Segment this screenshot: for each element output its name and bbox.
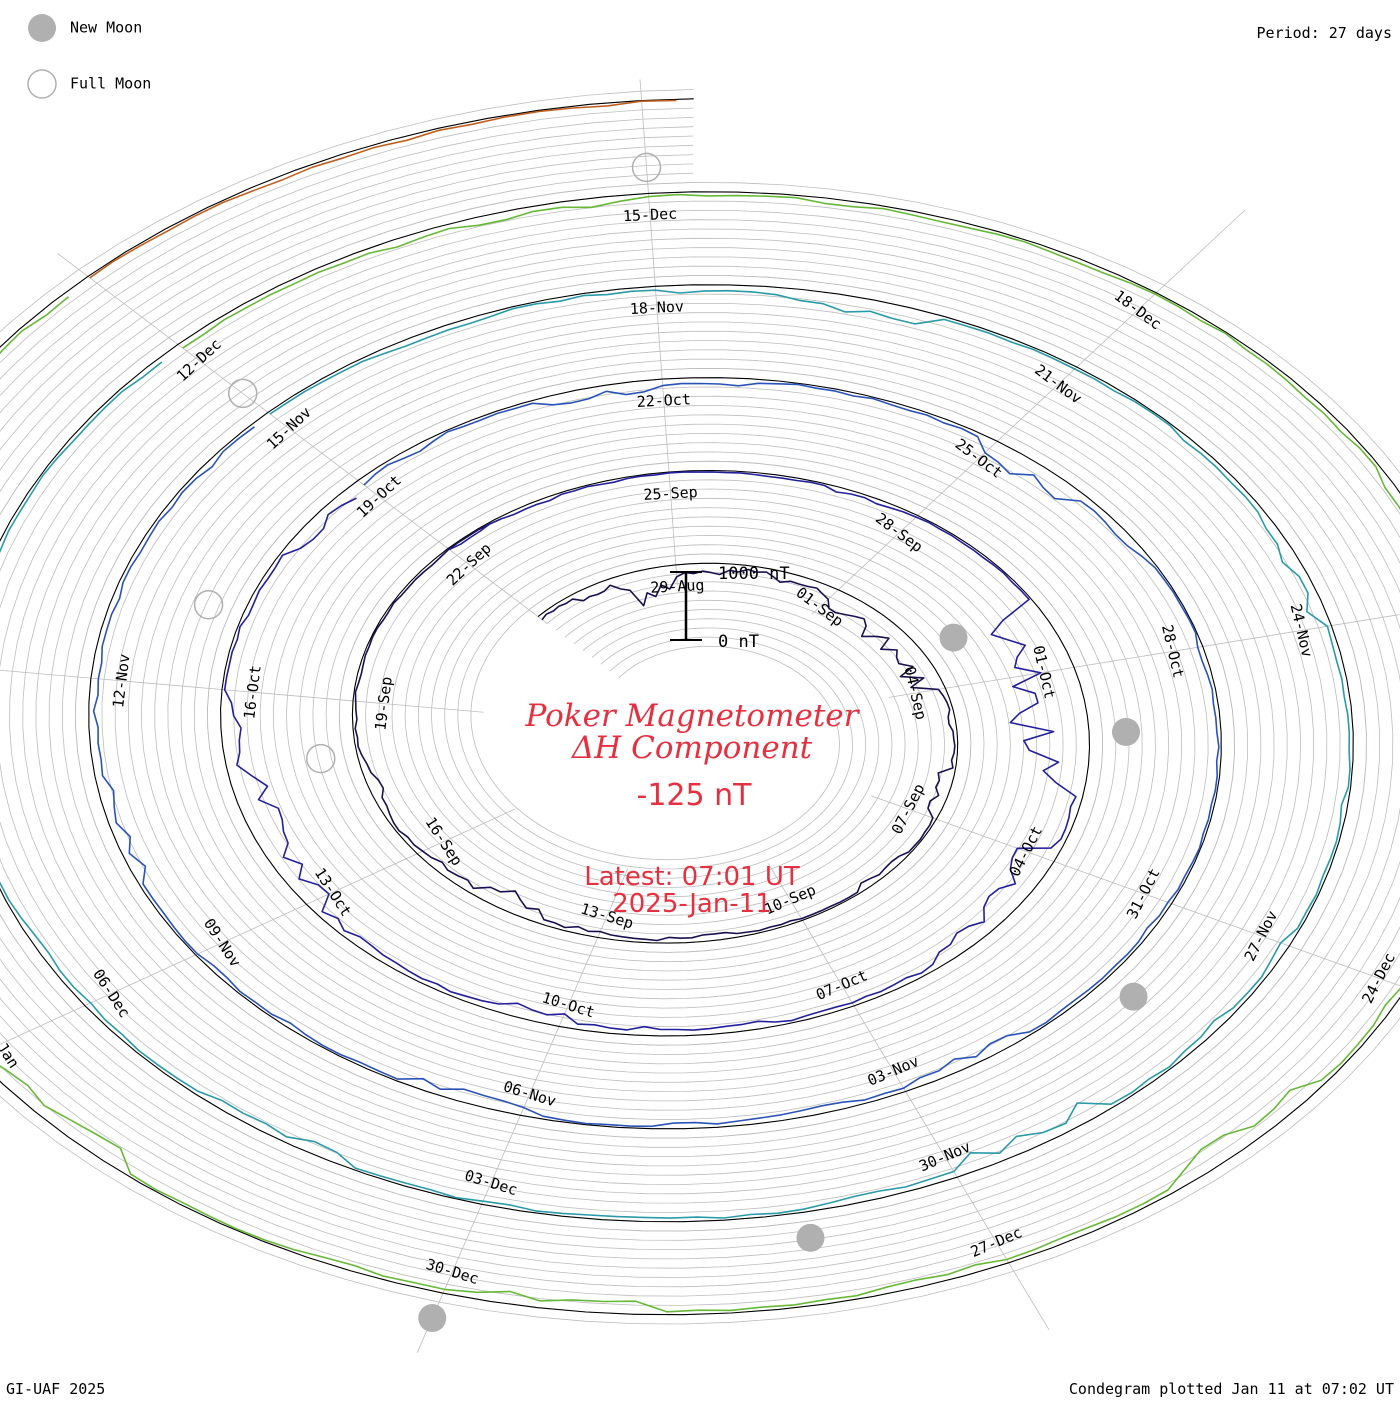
series-line-6 — [89, 99, 677, 279]
grid-spiral — [0, 144, 1400, 1269]
chart-subtitle: ΔH Component — [571, 730, 813, 766]
date-tick-label: 09-Dec — [0, 641, 3, 697]
series-line-3 — [92, 382, 1220, 1128]
date-tick-label: 16-Oct — [240, 664, 264, 720]
baselines-layer — [0, 98, 1400, 1316]
date-tick-label: 02-Jan — [0, 1016, 23, 1071]
full-moon-legend-label: Full Moon — [70, 75, 151, 93]
date-tick-label: 16-Sep — [422, 814, 467, 869]
date-tick-label: 03-Nov — [865, 1052, 922, 1090]
date-tick-label: 15-Dec — [623, 204, 678, 225]
radial-spoke — [811, 209, 1246, 615]
radial-spoke — [416, 868, 629, 1353]
date-tick-label: 04-Oct — [1005, 823, 1046, 879]
radial-spoke — [0, 808, 516, 1045]
radial-spoke — [639, 79, 678, 586]
grid-spiral — [0, 182, 1367, 1232]
new-moon-marker — [1119, 982, 1148, 1011]
grid-spiral — [0, 126, 1400, 1288]
grid-spiral — [0, 172, 1381, 1241]
radial-spoke — [888, 614, 1400, 698]
radial-spoke — [871, 795, 1400, 987]
date-tick-label: 12-Nov — [109, 653, 133, 709]
date-tick-label: 09-Nov — [200, 915, 245, 970]
scale-top-label: 1000 nT — [718, 564, 790, 584]
grid-spiral — [0, 107, 1400, 1306]
grid-spiral — [0, 135, 1400, 1278]
series-line-2 — [223, 471, 1077, 1031]
date-tick-label: 25-Sep — [643, 483, 698, 504]
date-tick-label: 18-Nov — [629, 297, 684, 318]
date-tick-label: 07-Sep — [888, 781, 929, 837]
full-moon-marker — [631, 152, 662, 183]
grid-spiral — [0, 163, 1394, 1251]
zero-baseline — [0, 98, 1400, 1316]
full-moon-marker — [193, 589, 224, 620]
period-label: Period: 27 days — [1257, 24, 1392, 42]
new-moon-legend-icon — [28, 14, 56, 42]
latest-time: Latest: 07:01 UT — [584, 862, 800, 892]
full-moon-marker — [305, 743, 336, 774]
date-tick-label: 13-Oct — [311, 865, 356, 920]
footer-plotted: Condegram plotted Jan 11 at 07:02 UT — [1069, 1380, 1394, 1398]
new-moon-legend-label: New Moon — [70, 19, 142, 37]
series-layer — [0, 99, 1400, 1313]
spokes-layer — [0, 79, 1400, 1353]
grid-spiral — [0, 117, 1400, 1297]
full-moon-marker — [228, 378, 258, 409]
radial-spoke — [768, 863, 1050, 1330]
legend: New Moon Full Moon — [27, 14, 151, 99]
current-value: -125 nT — [637, 778, 753, 813]
footer-credit: GI-UAF 2025 — [6, 1380, 105, 1398]
latest-date: 2025-Jan-11 — [612, 889, 772, 919]
date-tick-label: 24-Nov — [1287, 602, 1317, 659]
date-tick-label: 29-Aug — [650, 576, 705, 597]
new-moon-marker — [418, 1304, 447, 1333]
date-tick-label: 27-Nov — [1241, 908, 1282, 964]
radial-spoke — [57, 253, 548, 625]
scale-bar: 1000 nT 0 nT — [670, 564, 790, 652]
full-moon-legend-icon — [27, 69, 57, 99]
new-moon-marker — [939, 623, 968, 652]
moons-layer — [193, 152, 1148, 1333]
date-tick-label: 31-Oct — [1123, 865, 1164, 921]
series-line-4 — [0, 289, 1351, 1219]
date-tick-label: 04-Sep — [901, 665, 931, 722]
date-tick-label: 30-Nov — [916, 1138, 973, 1176]
radial-spoke — [0, 669, 484, 713]
grid-spiral — [0, 154, 1400, 1260]
series-line-5 — [0, 193, 1400, 1313]
date-tick-label: 28-Oct — [1158, 623, 1188, 680]
date-tick-label: 27-Dec — [968, 1223, 1025, 1261]
new-moon-marker — [1111, 717, 1140, 746]
date-tick-label: 06-Dec — [89, 966, 134, 1021]
series-line-1 — [354, 517, 956, 942]
date-tick-label: 22-Oct — [636, 390, 691, 411]
new-moon-marker — [796, 1223, 825, 1252]
chart-title: Poker Magnetometer — [525, 698, 861, 734]
scale-bottom-label: 0 nT — [718, 632, 759, 652]
